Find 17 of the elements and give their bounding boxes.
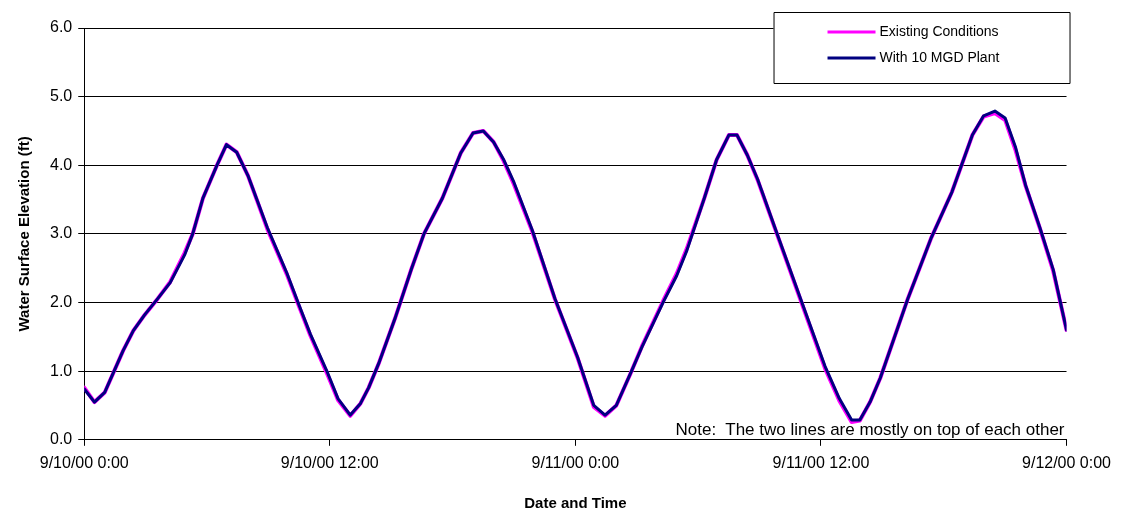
y-tick-label: 3.0 [49,224,73,242]
y-tick-label: 1.0 [49,361,73,379]
legend-label: Existing Conditions [879,22,999,39]
legend-label: With 10 MGD Plant [879,48,1000,65]
y-tick-label: 5.0 [49,87,73,105]
annotation: Note: The two lines are mostly on top of each other [675,419,1065,439]
x-tick-label: 9/10/00 12:00 [280,453,379,471]
x-axis-title: Date and Time [524,494,627,512]
y-tick-label: 0.0 [49,430,73,448]
y-tick-label: 4.0 [49,155,73,173]
y-tick-label: 2.0 [49,292,73,310]
x-tick-label: 9/10/00 0:00 [39,453,129,471]
x-tick-label: 9/12/00 0:00 [1022,453,1112,471]
y-tick-label: 6.0 [49,18,73,36]
x-tick-label: 9/11/00 0:00 [531,453,620,471]
x-tick-label: 9/11/00 12:00 [772,453,870,471]
y-axis-title: Water Surface Elevation (ft) [15,136,33,332]
